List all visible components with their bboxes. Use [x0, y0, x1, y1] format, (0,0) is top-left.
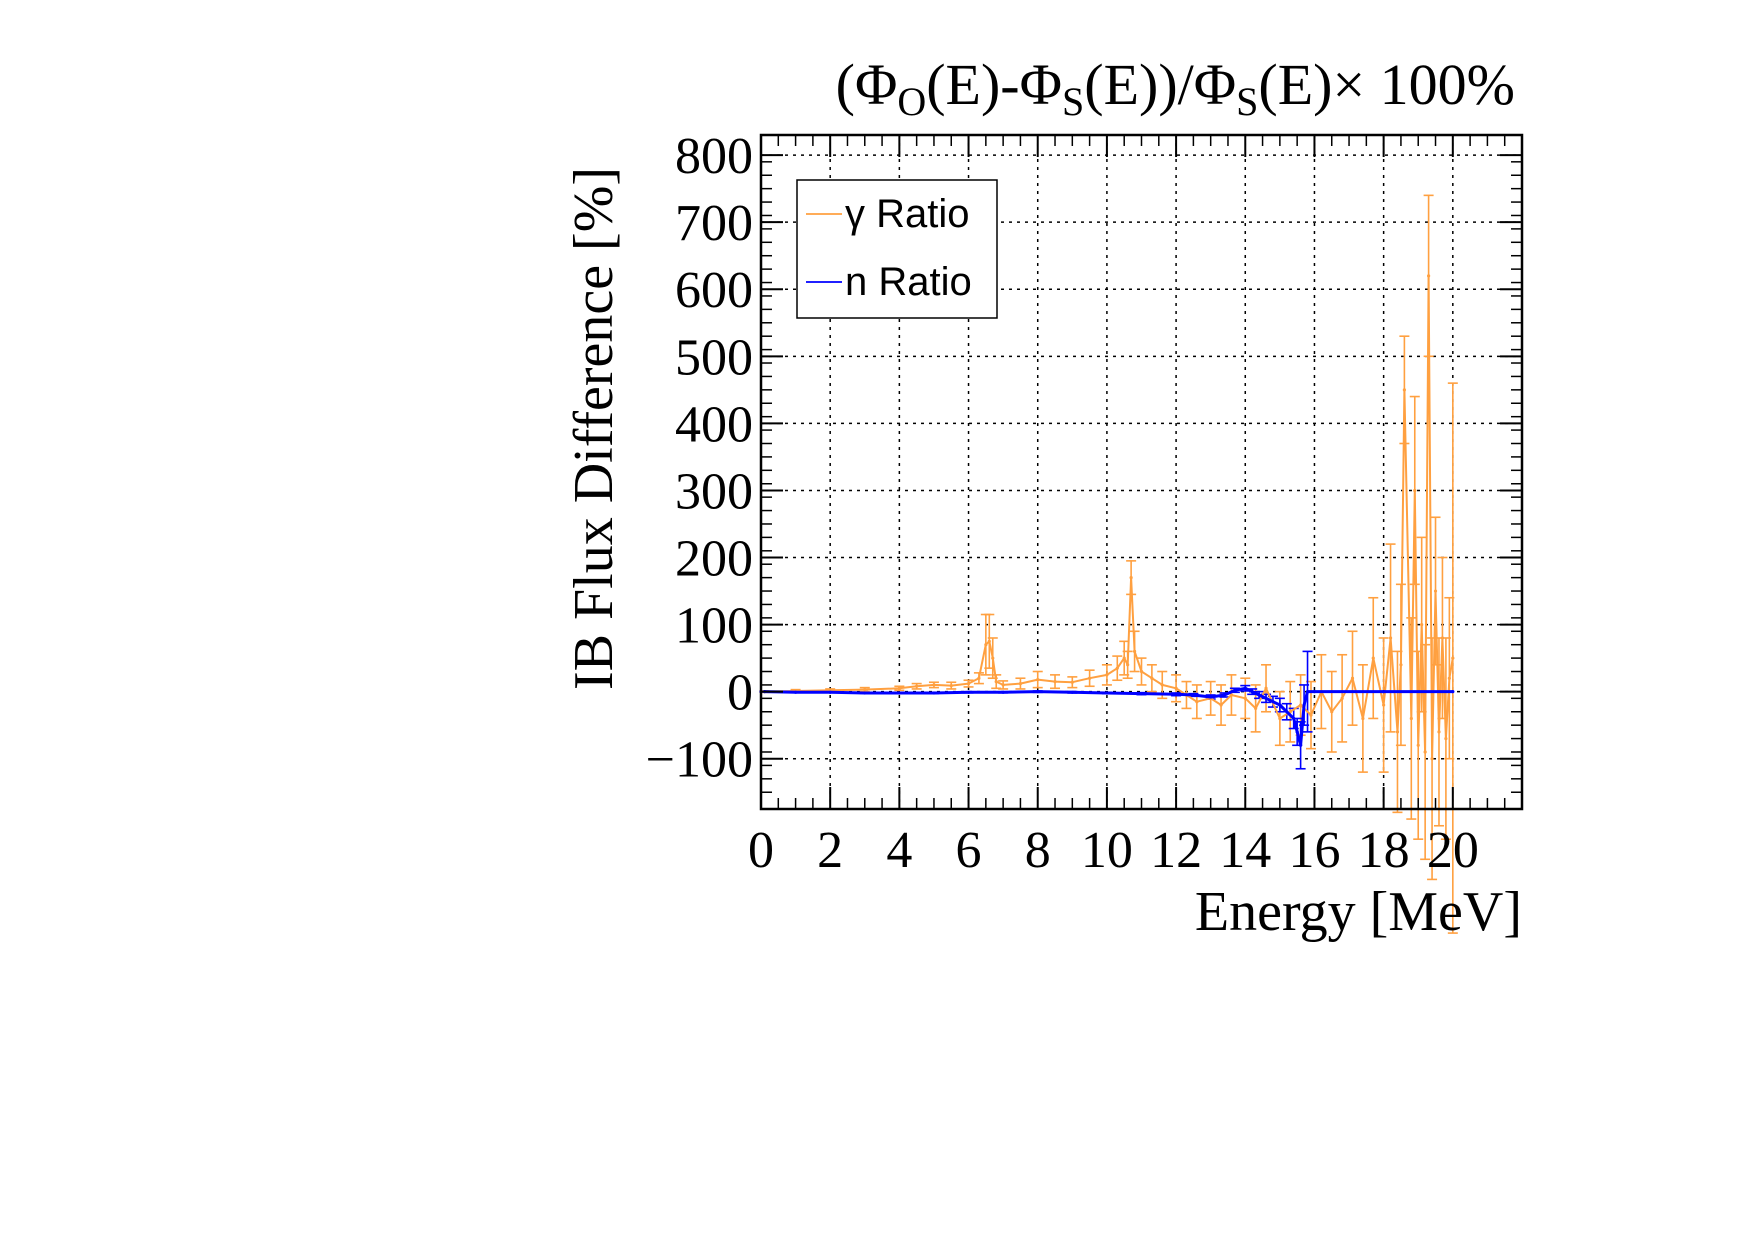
neutron-line — [764, 686, 1453, 747]
x-tick-label: 4 — [886, 822, 912, 879]
x-tick-label: 0 — [748, 822, 774, 879]
x-tick-label: 6 — [956, 822, 982, 879]
title-part: (E)× 100% — [1258, 52, 1515, 117]
y-tick-label: 0 — [727, 665, 753, 722]
x-tick-labels: 0 2 4 6 8 10 12 14 16 18 20 — [748, 822, 1479, 879]
title-part: (Φ — [836, 52, 898, 117]
legend-neutron-label: n Ratio — [845, 260, 972, 304]
series-gamma — [762, 274, 1455, 761]
title-part: S — [1062, 79, 1084, 124]
y-tick-label: 500 — [675, 329, 753, 386]
y-tick-label: 800 — [675, 128, 753, 185]
y-tick-label: 600 — [675, 262, 753, 319]
y-tick-label: 400 — [675, 396, 753, 453]
x-tick-label: 16 — [1288, 822, 1340, 879]
title-part: (E)-Φ — [926, 52, 1062, 117]
x-tick-label: 14 — [1219, 822, 1271, 879]
chart-title: (ΦO(E)-ΦS(E))/ΦS(E)× 100% — [836, 52, 1515, 124]
title-part: S — [1236, 79, 1258, 124]
x-tick-label: 20 — [1427, 822, 1479, 879]
y-tick-label: 300 — [675, 463, 753, 520]
title-part: (E))/Φ — [1084, 52, 1236, 117]
y-axis-label: IB Flux Difference [%] — [563, 167, 625, 690]
legend: γ Ratio n Ratio — [796, 179, 998, 319]
x-tick-label: 12 — [1150, 822, 1202, 879]
y-tick-label: 100 — [675, 598, 753, 655]
legend-gamma-label: γ Ratio — [845, 192, 970, 236]
y-tick-label: 700 — [675, 195, 753, 252]
x-tick-label: 2 — [817, 822, 843, 879]
minor-ticks — [760, 135, 1522, 809]
legend-box — [796, 179, 998, 319]
gamma-line — [764, 274, 1454, 760]
x-tick-label: 8 — [1025, 822, 1051, 879]
title-part: O — [897, 79, 926, 124]
x-tick-label: 10 — [1081, 822, 1133, 879]
x-tick-label: 18 — [1358, 822, 1410, 879]
y-tick-label: −100 — [646, 732, 753, 789]
y-tick-labels: −100 0 100 200 300 400 500 600 700 800 — [646, 128, 753, 789]
x-axis-label: Energy [MeV] — [1195, 881, 1522, 943]
y-tick-label: 200 — [675, 531, 753, 588]
